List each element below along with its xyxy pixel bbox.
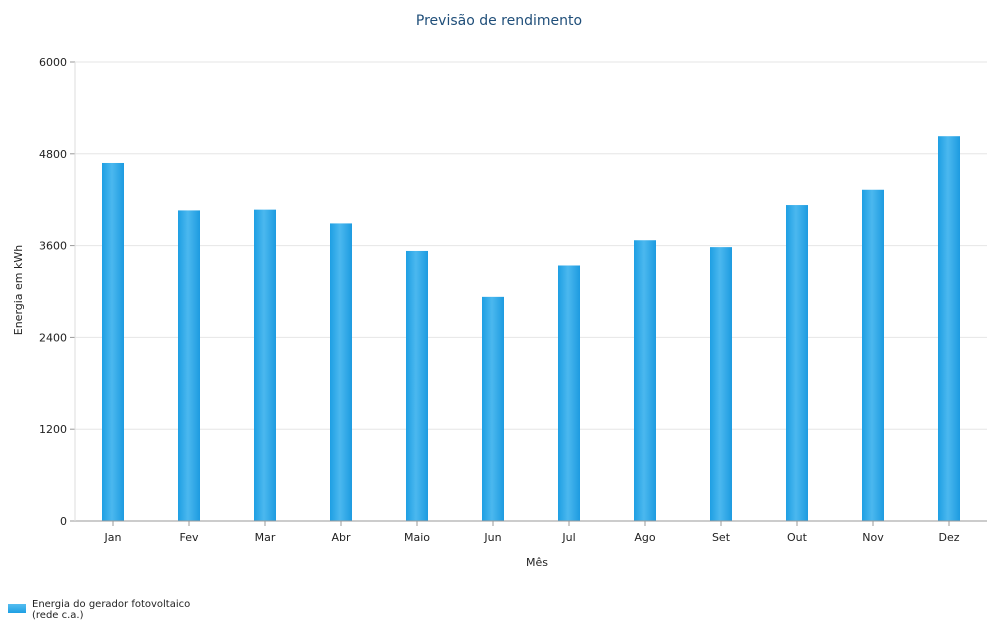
y-tick-label: 6000	[39, 56, 67, 69]
bar-chart: Previsão de rendimento 0 1200 2400 3600 4800…	[12, 13, 987, 569]
x-axis-label: Mês	[526, 556, 548, 569]
bar-maio	[406, 250, 428, 521]
bars	[102, 136, 960, 522]
y-tick-label: 1200	[39, 423, 67, 436]
y-tick-label: 2400	[39, 331, 67, 344]
legend: Energia do gerador fotovoltaico (rede c.…	[8, 599, 192, 621]
gridlines	[75, 61, 987, 430]
bar-dez	[938, 136, 960, 521]
bar-fev	[178, 210, 200, 521]
x-tick-label: Abr	[331, 531, 351, 544]
x-tick-label: Set	[712, 531, 731, 544]
x-tick-label: Jan	[104, 531, 122, 544]
x-axis-ticks: Jan Fev Mar Abr Maio Jun Jul Ago Set Out Nov Dez	[104, 521, 960, 544]
x-tick-label: Fev	[179, 531, 198, 544]
chart-title: Previsão de rendimento	[416, 13, 582, 29]
x-tick-label: Maio	[404, 531, 430, 544]
x-tick-label: Ago	[634, 531, 656, 544]
bar-jan	[102, 162, 124, 522]
bar-abr	[330, 223, 352, 522]
bar-ago	[634, 240, 656, 521]
y-tick-label: 3600	[39, 240, 67, 253]
y-axis-label: Energia em kWh	[12, 245, 25, 336]
legend-label: Energia do gerador fotovoltaico (rede c.…	[32, 599, 191, 621]
x-tick-label: Out	[787, 531, 808, 544]
bar-out	[786, 205, 808, 521]
y-tick-label: 4800	[39, 148, 67, 161]
x-tick-label: Mar	[255, 531, 276, 544]
bar-nov	[862, 189, 884, 521]
y-tick-label: 0	[60, 515, 67, 528]
x-tick-label: Jul	[561, 531, 575, 544]
bar-mar	[254, 209, 276, 521]
bar-jul	[558, 265, 580, 521]
y-axis-ticks: 0 1200 2400 3600 4800 6000	[39, 56, 75, 528]
x-tick-label: Dez	[938, 531, 959, 544]
bar-jun	[482, 296, 504, 521]
x-tick-label: Jun	[483, 531, 501, 544]
legend-swatch	[8, 604, 26, 613]
x-tick-label: Nov	[862, 531, 884, 544]
bar-set	[710, 247, 732, 521]
